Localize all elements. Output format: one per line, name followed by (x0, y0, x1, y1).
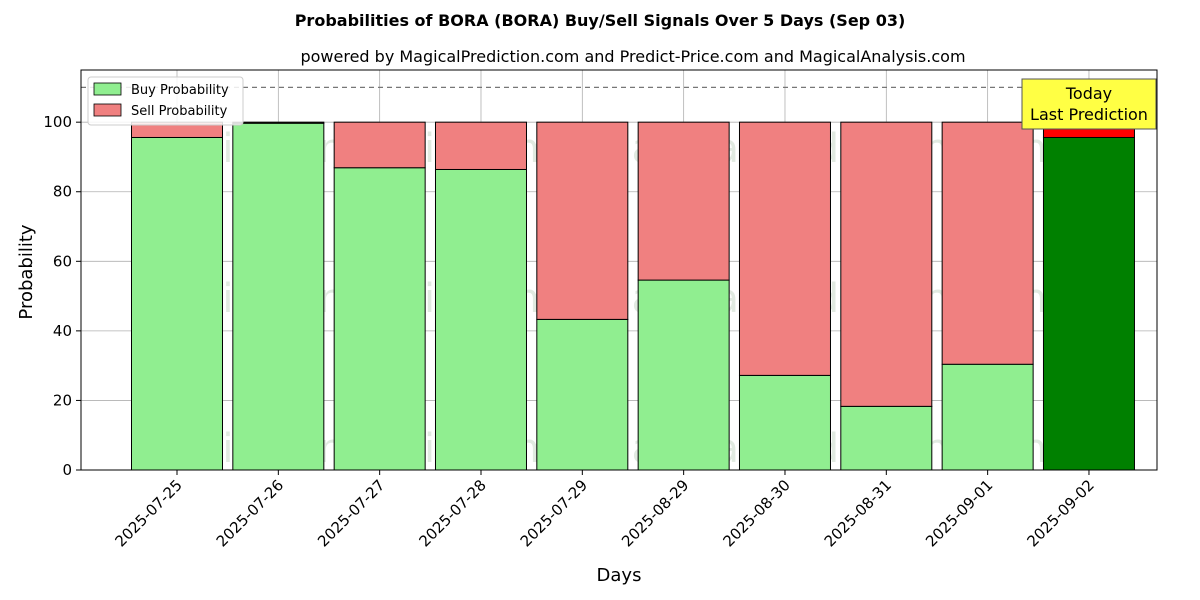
bar-buy-2025-07-25 (131, 136, 223, 471)
y-tick-label: 0 (62, 461, 72, 479)
chart-title: Probabilities of BORA (BORA) Buy/Sell Si… (295, 11, 906, 30)
bar-sell-2025-08-31 (840, 121, 933, 407)
x-tick-label: 2025-07-27 (314, 476, 388, 550)
annotation-box (1021, 78, 1157, 130)
bar-buy-2025-09-01 (941, 363, 1034, 471)
bar-buy-2025-07-28 (434, 168, 527, 471)
x-tick-label: 2025-07-25 (111, 476, 185, 550)
bar-sell-2025-07-27 (333, 121, 426, 169)
y-tick-label: 40 (53, 322, 72, 340)
bars (81, 86, 1157, 471)
y-tick-label: 60 (53, 252, 72, 270)
annotation-line2: Last Prediction (1030, 105, 1148, 124)
bar-sell-2025-07-26 (232, 121, 325, 124)
chart-subtitle: powered by MagicalPrediction.com and Pre… (300, 47, 965, 66)
today-annotation: Today Last Prediction (1021, 78, 1157, 130)
legend-swatch-buy (93, 82, 122, 96)
x-tick-label: 2025-08-31 (821, 476, 895, 550)
plot-frame (80, 69, 1158, 471)
legend-frame (87, 76, 244, 126)
x-tick-label: 2025-07-29 (517, 476, 591, 550)
legend-swatch-sell (93, 103, 122, 117)
bar-buy-2025-09-02 (1042, 136, 1135, 471)
annotation-line1: Today (1065, 84, 1112, 103)
bar-buy-2025-08-31 (840, 405, 933, 471)
x-axis-label: Days (597, 565, 642, 586)
y-tick-label: 100 (43, 113, 72, 131)
x-tick-label: 2025-09-01 (922, 476, 996, 550)
y-axis-label: Probability (16, 224, 37, 319)
legend: Buy Probability Sell Probability (87, 76, 244, 126)
bar-buy-2025-07-26 (232, 122, 325, 471)
bar-sell-2025-07-29 (536, 121, 629, 320)
x-tick-label: 2025-09-02 (1023, 476, 1097, 550)
bar-buy-2025-07-27 (333, 167, 426, 471)
bar-sell-2025-07-28 (434, 121, 527, 170)
x-tick-label: 2025-08-30 (719, 476, 793, 550)
bar-sell-2025-08-30 (738, 121, 831, 376)
bar-sell-2025-09-01 (941, 121, 1034, 365)
x-tick-label: 2025-08-29 (618, 476, 692, 550)
bar-buy-2025-07-29 (536, 318, 629, 471)
x-tick-label: 2025-07-28 (415, 476, 489, 550)
bar-sell-2025-08-29 (637, 121, 730, 281)
y-tick-label: 20 (53, 391, 72, 409)
legend-label-sell: Sell Probability (131, 104, 228, 119)
bar-buy-2025-08-30 (738, 374, 831, 471)
x-tick-label: 2025-07-26 (213, 476, 287, 550)
y-tick-label: 80 (53, 183, 72, 201)
bar-buy-2025-08-29 (637, 279, 730, 471)
legend-label-buy: Buy Probability (131, 83, 229, 98)
